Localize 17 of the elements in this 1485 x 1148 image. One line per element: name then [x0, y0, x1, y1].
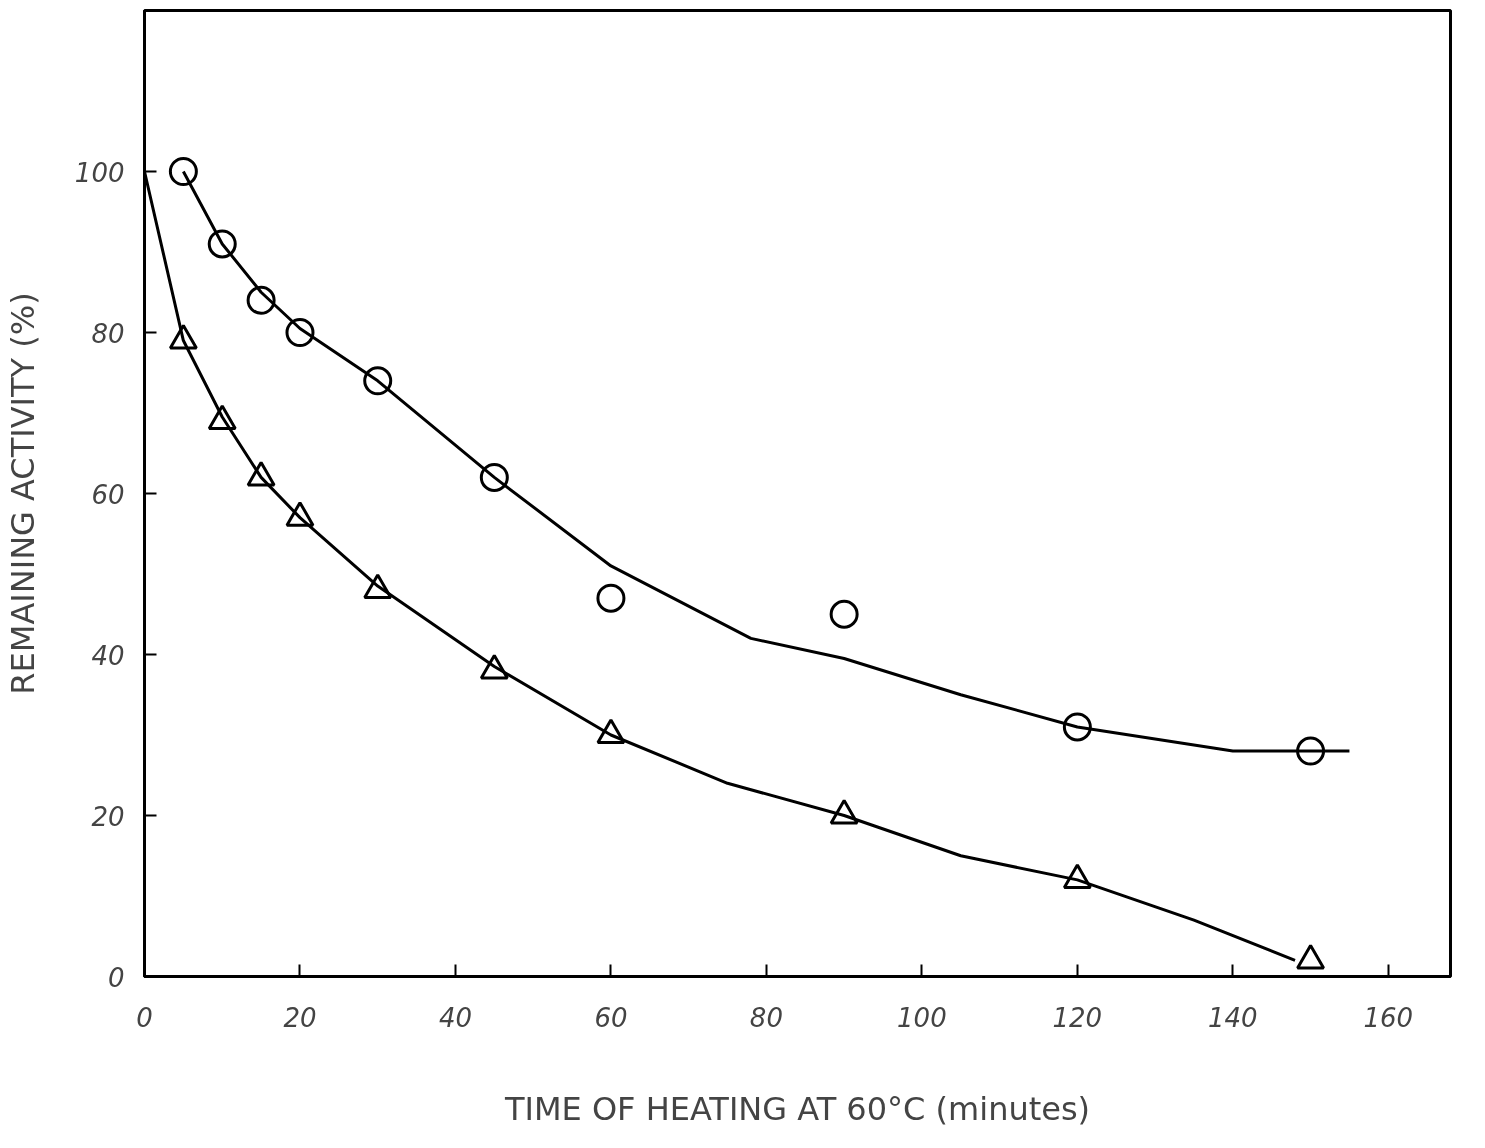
- x-tick-label: 140: [1208, 1002, 1258, 1033]
- x-tick-label: 120: [1052, 1002, 1103, 1033]
- y-tick-label: 60: [91, 479, 125, 510]
- x-tick-label: 20: [283, 1002, 317, 1033]
- y-tick-label: 0: [107, 962, 125, 993]
- x-tick-label: 100: [897, 1002, 947, 1033]
- x-tick-label: 80: [749, 1002, 783, 1033]
- y-tick-label: 20: [91, 801, 125, 832]
- x-tick-label: 40: [438, 1002, 472, 1033]
- y-axis-title: REMAINING ACTIVITY (%): [3, 292, 42, 695]
- x-tick-label: 60: [594, 1002, 628, 1033]
- x-tick-label: 160: [1363, 1002, 1414, 1033]
- x-axis-title: TIME OF HEATING AT 60°C (minutes): [503, 1089, 1091, 1128]
- y-tick-label: 80: [91, 318, 125, 349]
- y-tick-label: 40: [91, 640, 125, 671]
- y-tick-label: 100: [74, 157, 125, 188]
- x-tick-label: 0: [136, 1002, 153, 1033]
